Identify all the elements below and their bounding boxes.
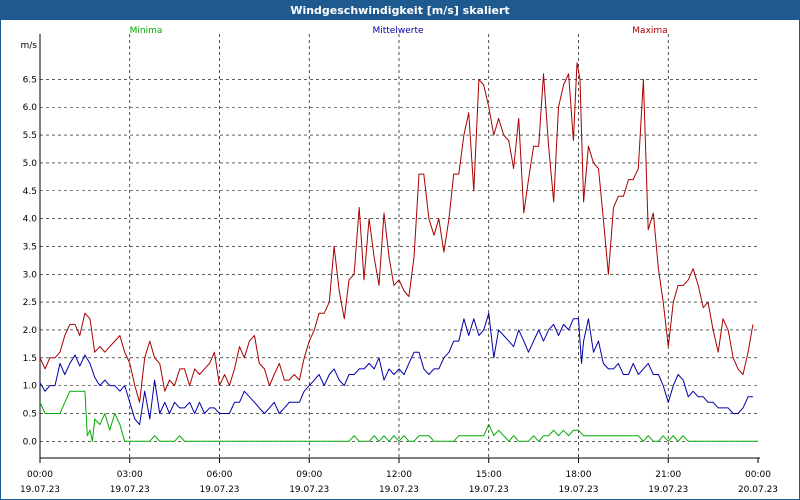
x-tick-time: 15:00 xyxy=(476,470,502,480)
y-tick-label: 1.0 xyxy=(23,382,38,392)
y-tick-label: 2.0 xyxy=(23,326,38,336)
y-tick-label: 3.5 xyxy=(23,242,37,252)
x-tick-date: 19.07.23 xyxy=(469,485,509,495)
legend-item: Mittelwerte xyxy=(372,26,423,36)
x-tick-time: 21:00 xyxy=(655,470,681,480)
x-tick-time: 00:00 xyxy=(27,470,53,480)
y-tick-label: 1.5 xyxy=(23,354,37,364)
legend-item: Minima xyxy=(130,26,163,36)
series-line-maxima xyxy=(40,63,753,403)
x-tick-time: 12:00 xyxy=(386,470,412,480)
y-tick-label: 0.0 xyxy=(23,437,38,447)
x-tick-time: 18:00 xyxy=(566,470,592,480)
x-tick-date: 19.07.23 xyxy=(110,485,150,495)
x-tick-date: 19.07.23 xyxy=(648,485,688,495)
y-tick-label: 6.5 xyxy=(23,75,37,85)
y-tick-label: 2.5 xyxy=(23,298,37,308)
x-tick-time: 03:00 xyxy=(117,470,143,480)
series-line-minima xyxy=(40,391,758,441)
y-tick-label: 5.5 xyxy=(23,131,37,141)
y-tick-label: 0.5 xyxy=(23,409,37,419)
legend: Minima Mittelwerte Maxima xyxy=(130,26,668,36)
x-tick-date: 19.07.23 xyxy=(199,485,239,495)
y-tick-label: 3.0 xyxy=(23,270,38,280)
y-tick-label: 6.0 xyxy=(23,103,38,113)
legend-item: Maxima xyxy=(632,26,667,36)
y-tick-label: 5.0 xyxy=(23,159,38,169)
x-tick-time: 00:00 xyxy=(745,470,771,480)
x-tick-time: 09:00 xyxy=(296,470,322,480)
y-axis-label: m/s xyxy=(21,41,38,51)
x-tick-date: 20.07.23 xyxy=(738,485,778,495)
grid xyxy=(40,34,758,458)
chart-canvas: 0.0 0.5 1.0 1.5 2.0 2.5 3.0 3.5 4.0 4.5 5.0 5.5 6.0 6… xyxy=(0,0,800,500)
x-tick-date: 19.07.23 xyxy=(379,485,419,495)
y-tick-label: 4.5 xyxy=(23,187,37,197)
y-tick-label: 4.0 xyxy=(23,215,38,225)
x-tick-date: 19.07.23 xyxy=(20,485,60,495)
x-tick-date: 19.07.23 xyxy=(289,485,329,495)
x-tick-time: 06:00 xyxy=(207,470,233,480)
x-tick-date: 19.07.23 xyxy=(558,485,598,495)
